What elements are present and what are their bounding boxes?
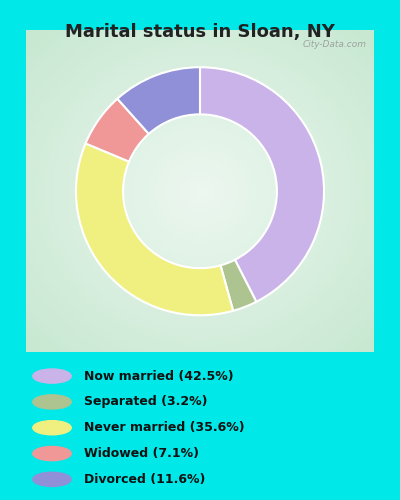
Text: Never married (35.6%): Never married (35.6%) xyxy=(84,421,245,434)
Wedge shape xyxy=(117,67,200,134)
Text: Widowed (7.1%): Widowed (7.1%) xyxy=(84,447,199,460)
Wedge shape xyxy=(76,144,233,316)
Wedge shape xyxy=(86,98,149,162)
Circle shape xyxy=(33,395,71,409)
Text: Now married (42.5%): Now married (42.5%) xyxy=(84,370,234,382)
Circle shape xyxy=(33,369,71,383)
Circle shape xyxy=(33,472,71,486)
Text: Separated (3.2%): Separated (3.2%) xyxy=(84,396,208,408)
Text: Divorced (11.6%): Divorced (11.6%) xyxy=(84,473,205,486)
Circle shape xyxy=(33,446,71,460)
Circle shape xyxy=(33,420,71,435)
Text: City-Data.com: City-Data.com xyxy=(303,40,367,48)
Wedge shape xyxy=(200,67,324,302)
Wedge shape xyxy=(220,260,256,311)
Text: Marital status in Sloan, NY: Marital status in Sloan, NY xyxy=(65,22,335,40)
